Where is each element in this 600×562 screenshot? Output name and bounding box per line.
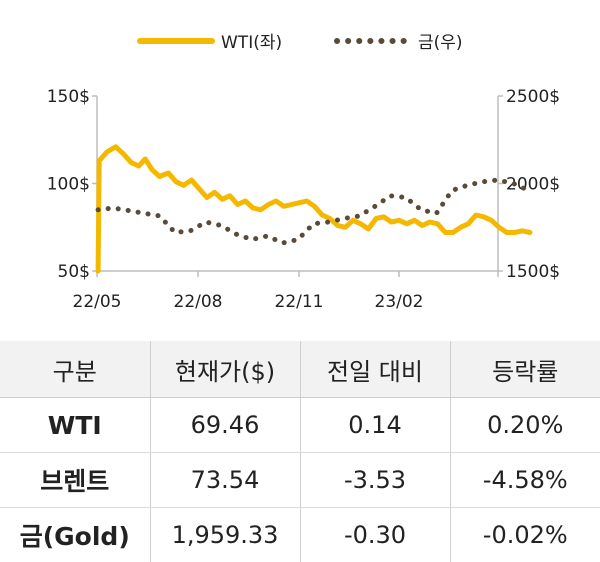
x-tick-label: 22/11 bbox=[275, 292, 324, 312]
y-left-tick-label: 150$ bbox=[47, 87, 90, 107]
header-current-price: 현재가($) bbox=[150, 341, 300, 398]
x-tick-label: 23/02 bbox=[375, 292, 424, 312]
y-left-tick-label: 100$ bbox=[47, 175, 90, 195]
header-category: 구분 bbox=[0, 341, 150, 398]
header-change-rate: 등락률 bbox=[450, 341, 600, 398]
row-rate: 0.20% bbox=[450, 398, 600, 453]
legend-label-wti: WTI(좌) bbox=[221, 33, 282, 53]
table-header-row: 구분 현재가($) 전일 대비 등락률 bbox=[0, 341, 600, 398]
row-name: WTI bbox=[0, 398, 150, 453]
x-tick-label: 22/08 bbox=[174, 292, 223, 312]
y-left-tick-label: 50$ bbox=[58, 262, 90, 282]
row-name: 브렌트 bbox=[0, 453, 150, 508]
row-change: 0.14 bbox=[300, 398, 450, 453]
y-right-tick-label: 2500$ bbox=[506, 87, 560, 107]
row-rate: -0.02% bbox=[450, 508, 600, 562]
row-price: 69.46 bbox=[150, 398, 300, 453]
legend-label-gold: 금(우) bbox=[418, 33, 463, 53]
series-line-wti bbox=[98, 147, 530, 271]
header-day-change: 전일 대비 bbox=[300, 341, 450, 398]
x-tick-label: 22/05 bbox=[73, 292, 122, 312]
row-name: 금(Gold) bbox=[0, 508, 150, 562]
table-row: WTI 69.46 0.14 0.20% bbox=[0, 398, 600, 453]
table-row: 금(Gold) 1,959.33 -0.30 -0.02% bbox=[0, 508, 600, 562]
price-table: 구분 현재가($) 전일 대비 등락률 WTI 69.46 0.14 0.20%… bbox=[0, 341, 600, 562]
price-table-container: 구분 현재가($) 전일 대비 등락률 WTI 69.46 0.14 0.20%… bbox=[0, 341, 600, 562]
row-change: -3.53 bbox=[300, 453, 450, 508]
series-line-gold bbox=[98, 180, 529, 243]
row-rate: -4.58% bbox=[450, 453, 600, 508]
row-price: 1,959.33 bbox=[150, 508, 300, 562]
row-price: 73.54 bbox=[150, 453, 300, 508]
row-change: -0.30 bbox=[300, 508, 450, 562]
table-row: 브렌트 73.54 -3.53 -4.58% bbox=[0, 453, 600, 508]
y-right-tick-label: 1500$ bbox=[506, 262, 560, 282]
